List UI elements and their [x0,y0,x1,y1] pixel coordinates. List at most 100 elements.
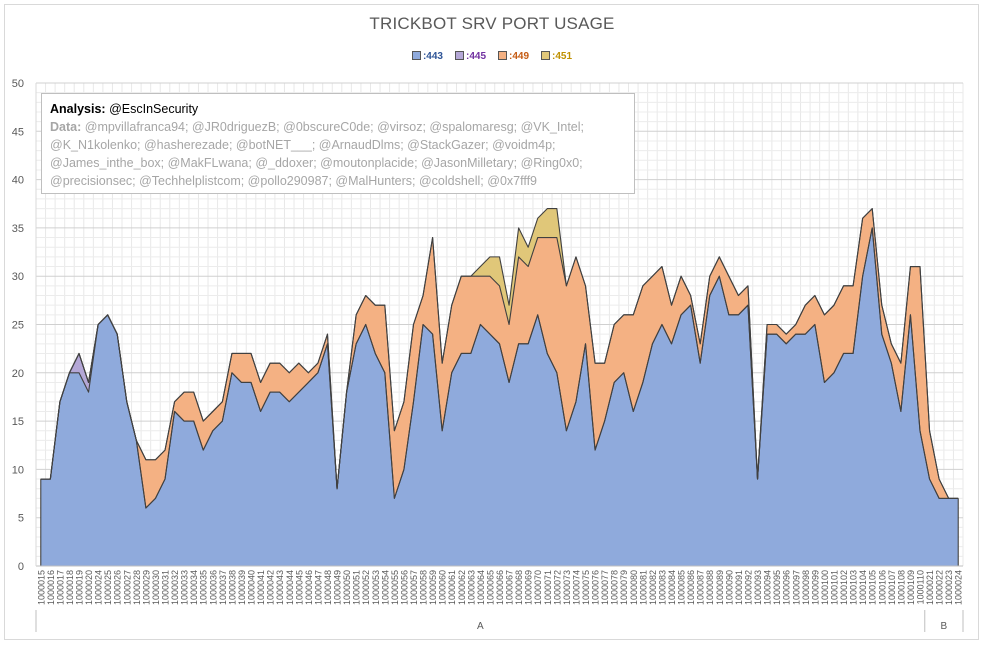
x-tick-label: 1000069 [524,570,534,605]
x-tick-label: 1000055 [390,570,400,605]
x-tick-label: 1000035 [199,570,209,605]
x-tick-label: 1000015 [36,570,46,605]
x-tick-label: 1000045 [294,570,304,605]
data-label: Data: [50,120,82,134]
x-tick-label: 1000073 [562,570,572,605]
x-tick-label: 1000094 [763,570,773,605]
x-tick-label: 1000084 [667,570,677,605]
x-tick-label: 1000054 [380,570,390,605]
x-tick-label: 1000039 [237,570,247,605]
x-tick-label: 1000071 [543,570,553,605]
x-tick-label: 1000107 [887,570,897,605]
area-series-group [40,208,959,566]
y-tick-label: 15 [12,416,24,428]
x-tick-label: 1000109 [906,570,916,605]
x-tick-label: 1000049 [333,570,343,605]
x-tick-label: 1000092 [743,570,753,605]
y-tick-label: 25 [12,320,24,332]
x-tick-label: 1000105 [868,570,878,605]
x-tick-label: 1000096 [782,570,792,605]
x-tick-label: 1000063 [466,570,476,605]
x-tick-label: 1000064 [476,570,486,605]
x-tick-label: 1000095 [772,570,782,605]
x-tick-label: 1000061 [447,570,457,605]
y-tick-label: 45 [12,126,24,138]
x-tick-label: 1000029 [141,570,151,605]
x-tick-label: 1000047 [313,570,323,605]
x-tick-label: 1000031 [161,570,171,605]
y-tick-label: 10 [12,464,24,476]
x-tick-label: 1000024 [94,570,104,605]
x-tick-label: 1000103 [849,570,859,605]
x-tick-label: 1000051 [352,570,362,605]
x-tick-label: 1000025 [103,570,113,605]
x-tick-label: 1000037 [218,570,228,605]
legend-label: :443 [422,51,443,62]
x-tick-label: 1000066 [495,570,505,605]
x-tick-label: 1000059 [428,570,438,605]
legend-item: :449 [498,51,529,62]
data-value: @mpvillafranca94; @JR0driguezB; @0bscure… [50,120,585,188]
x-tick-label: 1000048 [323,570,333,605]
legend-item: :445 [454,51,486,62]
x-tick-label: 1000030 [151,570,161,605]
x-tick-label: 1000090 [724,570,734,605]
x-tick-label: 1000026 [113,570,123,605]
x-tick-label: 1000053 [371,570,381,605]
x-tick-label: 1000046 [304,570,314,605]
group-label: B [941,621,948,632]
legend-label: :445 [465,51,486,62]
x-tick-label: 1000072 [552,570,562,605]
area-port-443 [40,227,959,566]
x-tick-label: 1000086 [686,570,696,605]
x-tick-label: 1000081 [638,570,648,605]
x-tick-label: 1000088 [705,570,715,605]
group-label: A [477,621,484,632]
y-tick-labels: 0 5 10 15 20 25 30 35 40 45 50 [12,78,24,573]
x-tick-label: 1000104 [858,570,868,605]
x-tick-label: 1000085 [677,570,687,605]
x-tick-label: 1000082 [648,570,658,605]
x-tick-label: 1000065 [485,570,495,605]
x-tick-label: 1000062 [457,570,467,605]
y-tick-label: 40 [12,175,24,187]
x-tick-label: 1000110 [915,570,925,604]
area-outline-port-445 [40,227,959,509]
analysis-note-box: Analysis: @EscInSecurity Data: @mpvillaf… [41,93,635,194]
x-tick-label: 1000060 [438,570,448,605]
x-tick-label: 1000038 [227,570,237,605]
y-tick-label: 50 [12,78,24,90]
x-tick-label: 1000043 [275,570,285,605]
x-tick-label: 1000028 [132,570,142,605]
x-tick-label: 1000074 [571,570,581,605]
chart-legend: :443 :445 :449 :451 [0,51,984,62]
x-tick-label: 1000077 [600,570,610,605]
x-tick-label: 1000019 [75,570,85,605]
x-tick-label: 1000050 [342,570,352,605]
legend-label: :449 [509,51,530,62]
x-tick-label: 1000017 [55,570,65,605]
x-tick-label: 1000068 [514,570,524,605]
x-tick-label: 1000087 [696,570,706,605]
x-tick-label: 1000079 [619,570,629,605]
x-tick-label: 1000091 [734,570,744,605]
x-tick-label: 1000036 [208,570,218,605]
x-tick-label: 1000083 [657,570,667,605]
legend-item: :451 [541,51,572,62]
x-tick-labels: 1000015 1000016 1000017 1000018 1000019 10000… [36,570,963,605]
x-tick-label: 1000022 [935,570,945,605]
area-port-451 [40,208,959,499]
x-tick-label: 1000033 [180,570,190,605]
x-tick-label: 1000041 [256,570,266,605]
x-tick-label: 1000100 [820,570,830,605]
analysis-value: @EscInSecurity [109,102,199,116]
y-tick-label: 0 [18,561,24,573]
x-tick-label: 1000097 [791,570,801,605]
chart-title: TRICKBOT SRV PORT USAGE [369,14,615,33]
x-tick-label: 1000044 [285,570,295,605]
legend-label: :451 [552,51,573,62]
x-tick-label: 1000076 [591,570,601,605]
x-tick-label: 1000102 [839,570,849,605]
y-tick-label: 20 [12,368,24,380]
